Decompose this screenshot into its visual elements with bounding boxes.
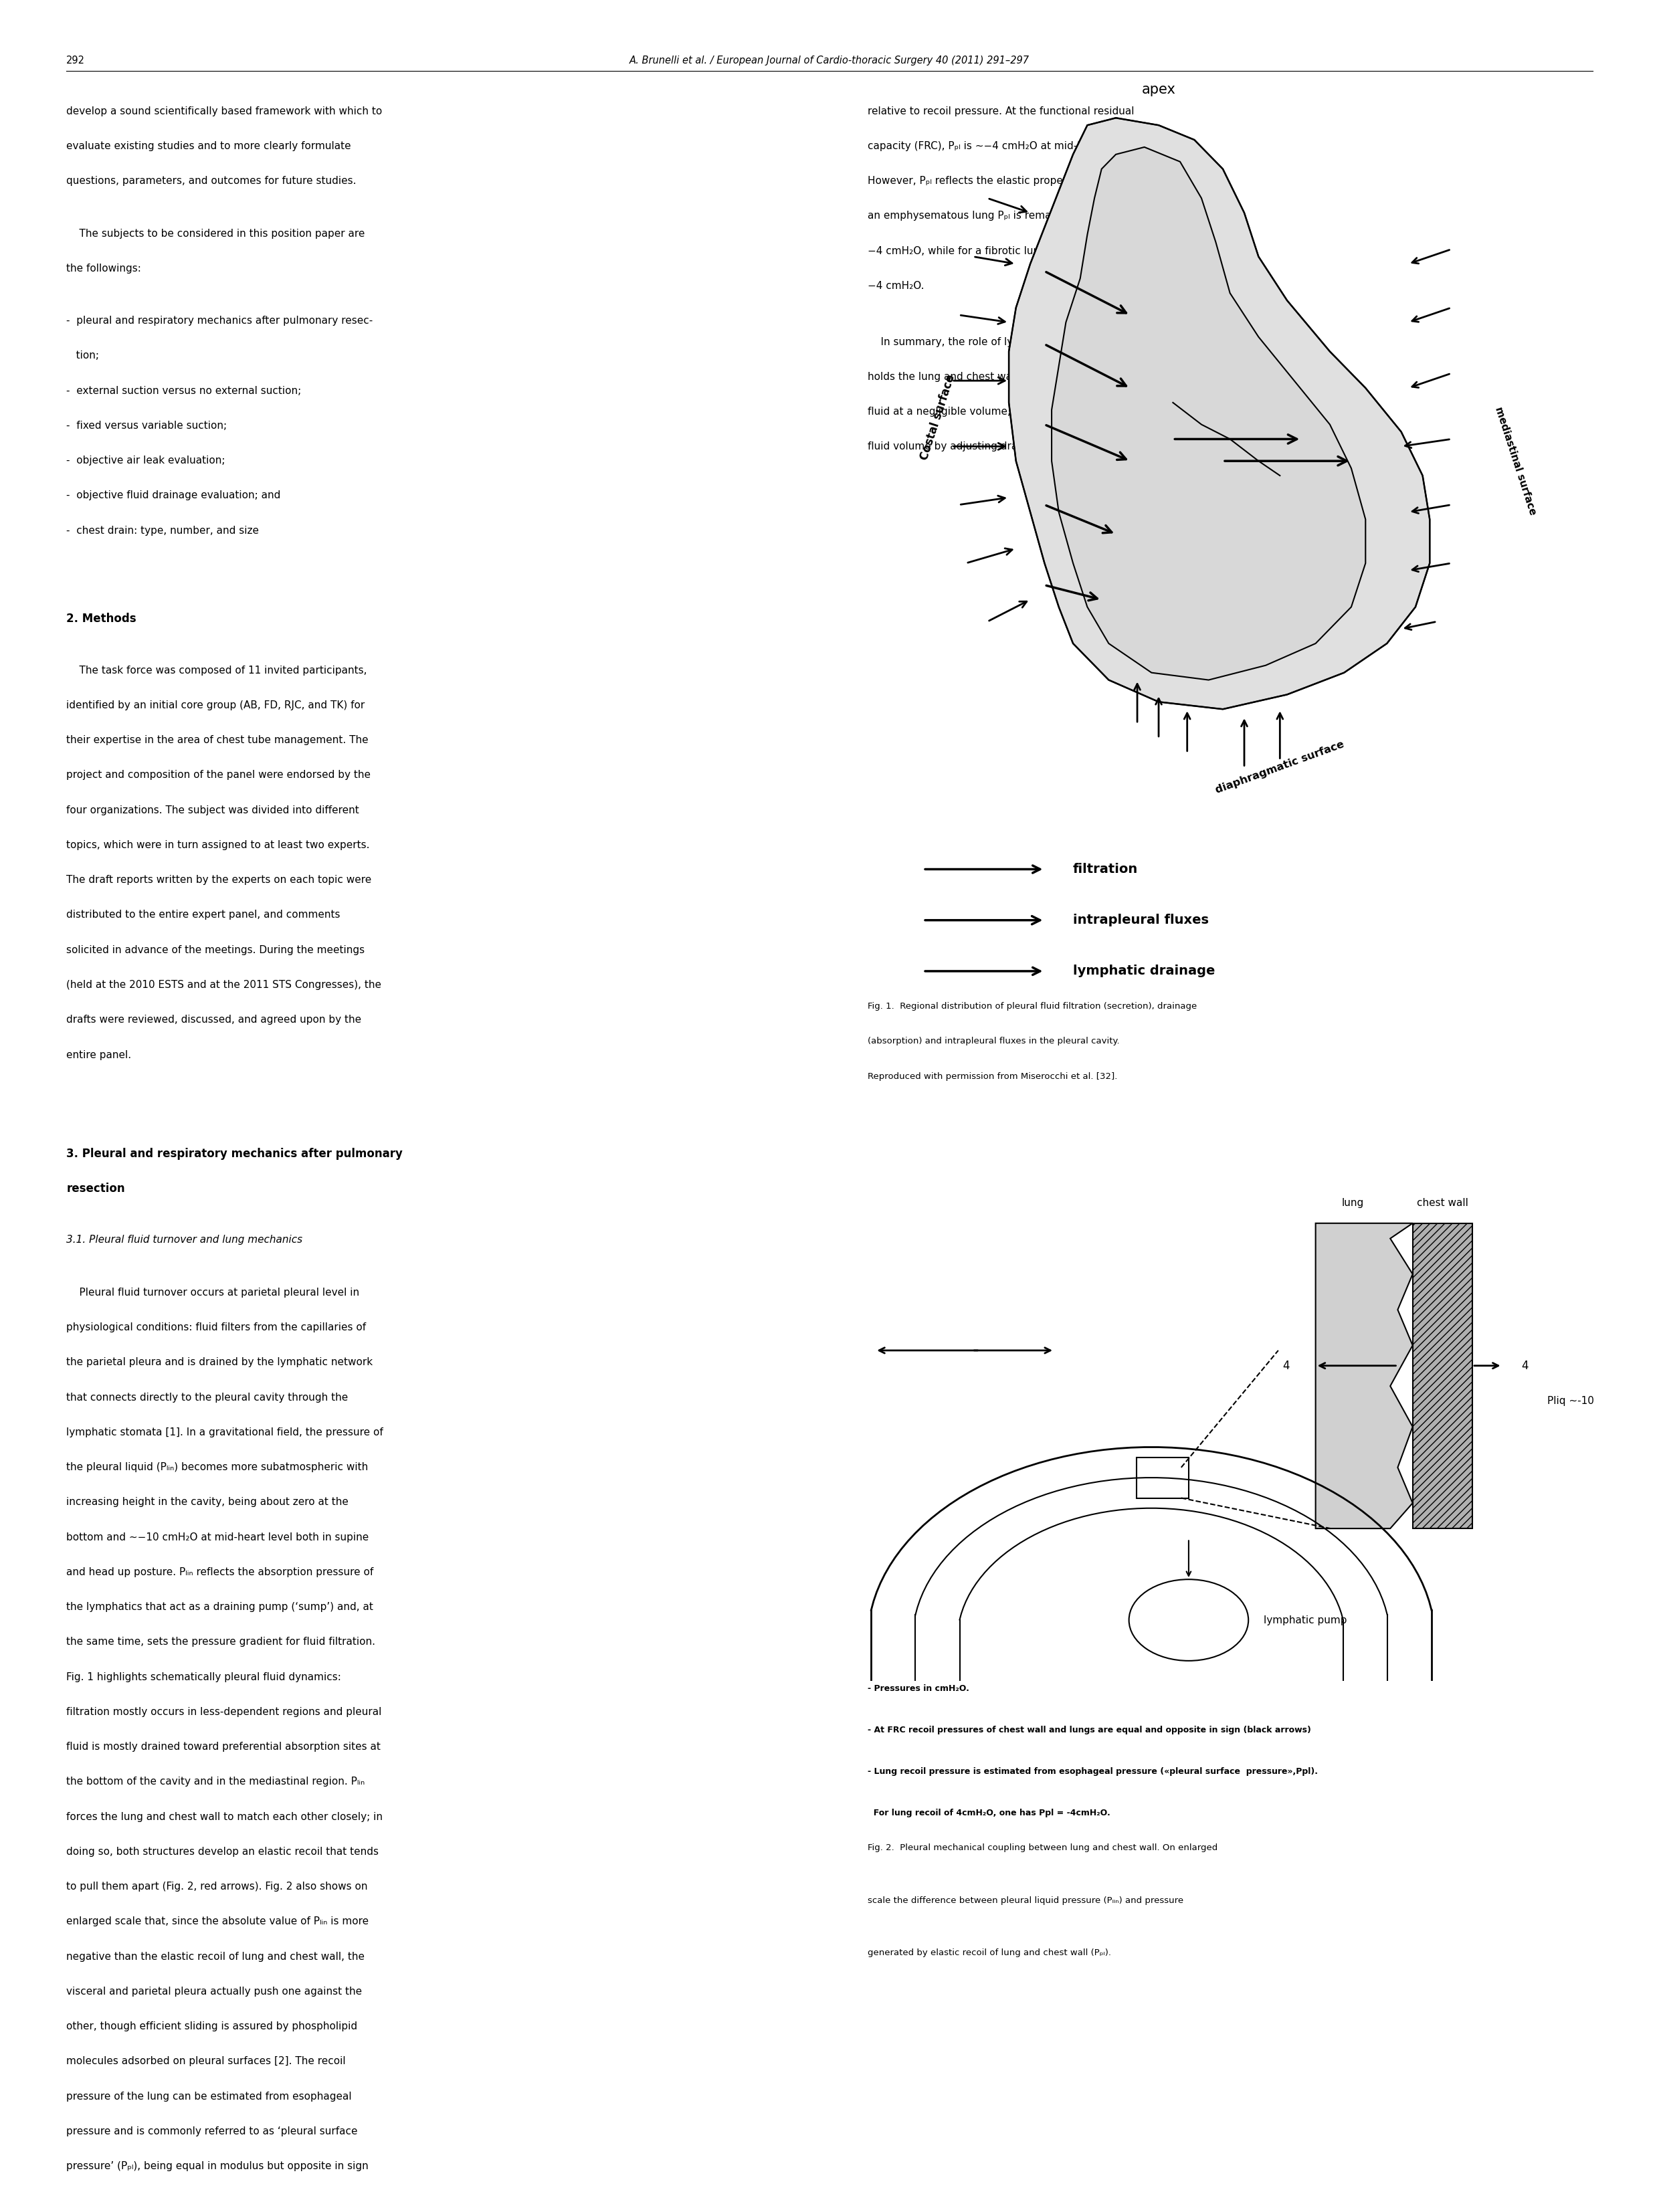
Text: the lymphatics that act as a draining pump (‘sump’) and, at: the lymphatics that act as a draining pu…: [66, 1601, 373, 1613]
Text: fluid at a negligible volume, (3) act as regulators of pleural: fluid at a negligible volume, (3) act as…: [868, 407, 1170, 416]
Text: The task force was composed of 11 invited participants,: The task force was composed of 11 invite…: [66, 666, 367, 675]
Text: holds the lung and chest wall together, (2) maintain pleural: holds the lung and chest wall together, …: [868, 372, 1173, 383]
Text: 4: 4: [1521, 1360, 1528, 1371]
Text: fluid is mostly drained toward preferential absorption sites at: fluid is mostly drained toward preferent…: [66, 1741, 380, 1752]
Text: relative to recoil pressure. At the functional residual: relative to recoil pressure. At the func…: [868, 106, 1135, 117]
Text: For lung recoil of 4cmH₂O, one has Ppl = -4cmH₂O.: For lung recoil of 4cmH₂O, one has Ppl =…: [868, 1809, 1110, 1818]
Text: other, though efficient sliding is assured by phospholipid: other, though efficient sliding is assur…: [66, 2022, 357, 2031]
Text: four organizations. The subject was divided into different: four organizations. The subject was divi…: [66, 805, 360, 816]
Text: the same time, sets the pressure gradient for fluid filtration.: the same time, sets the pressure gradien…: [66, 1637, 375, 1648]
Text: intrapleural fluxes: intrapleural fluxes: [1073, 914, 1209, 927]
Text: lymphatic drainage: lymphatic drainage: [1073, 964, 1214, 978]
Text: develop a sound scientifically based framework with which to: develop a sound scientifically based fra…: [66, 106, 382, 117]
Text: Fig. 1.  Regional distribution of pleural fluid filtration (secretion), drainage: Fig. 1. Regional distribution of pleural…: [868, 1002, 1196, 1011]
Bar: [1413, 1223, 1473, 1528]
Text: - Pressures in cmH₂O.: - Pressures in cmH₂O.: [868, 1683, 969, 1692]
Text: resection: resection: [66, 1183, 124, 1194]
Text: apex: apex: [1141, 82, 1176, 95]
Text: lung: lung: [1342, 1199, 1364, 1208]
Text: the bottom of the cavity and in the mediastinal region. Pₗᵢₙ: the bottom of the cavity and in the medi…: [66, 1776, 365, 1787]
Text: doing so, both structures develop an elastic recoil that tends: doing so, both structures develop an ela…: [66, 1847, 378, 1856]
Text: −4 cmH₂O, while for a fibrotic lung it is more negative than: −4 cmH₂O, while for a fibrotic lung it i…: [868, 246, 1173, 257]
Text: -  pleural and respiratory mechanics after pulmonary resec-: - pleural and respiratory mechanics afte…: [66, 316, 373, 325]
Text: 3.1. Pleural fluid turnover and lung mechanics: 3.1. Pleural fluid turnover and lung mec…: [66, 1234, 302, 1245]
Text: lymphatic stomata [1]. In a gravitational field, the pressure of: lymphatic stomata [1]. In a gravitationa…: [66, 1427, 383, 1438]
Text: 4: 4: [1282, 1360, 1289, 1371]
Text: - At FRC recoil pressures of chest wall and lungs are equal and opposite in sign: - At FRC recoil pressures of chest wall …: [868, 1725, 1311, 1734]
Text: -  chest drain: type, number, and size: - chest drain: type, number, and size: [66, 526, 259, 535]
Text: The subjects to be considered in this position paper are: The subjects to be considered in this po…: [66, 228, 365, 239]
Text: The draft reports written by the experts on each topic were: The draft reports written by the experts…: [66, 876, 372, 885]
Text: Pliq ~-10: Pliq ~-10: [1548, 1396, 1594, 1407]
Text: 2. Methods: 2. Methods: [66, 613, 136, 626]
Text: an emphysematous lung Pₚₗ is remarkably less negative than: an emphysematous lung Pₚₗ is remarkably …: [868, 210, 1181, 221]
Text: distributed to the entire expert panel, and comments: distributed to the entire expert panel, …: [66, 909, 340, 920]
Text: Reproduced with permission from Miserocchi et al. [32].: Reproduced with permission from Miserocc…: [868, 1073, 1118, 1082]
Text: increasing height in the cavity, being about zero at the: increasing height in the cavity, being a…: [66, 1498, 348, 1506]
Text: A. Brunelli et al. / European Journal of Cardio-thoracic Surgery 40 (2011) 291–2: A. Brunelli et al. / European Journal of…: [629, 55, 1030, 66]
Text: tion;: tion;: [66, 352, 100, 361]
Text: enlarged scale that, since the absolute value of Pₗᵢₙ is more: enlarged scale that, since the absolute …: [66, 1916, 368, 1927]
Text: lymphatic pump: lymphatic pump: [1264, 1615, 1347, 1626]
Text: -  objective fluid drainage evaluation; and: - objective fluid drainage evaluation; a…: [66, 491, 280, 500]
Text: −4 cmH₂O.: −4 cmH₂O.: [868, 281, 924, 292]
Text: the pleural liquid (Pₗᵢₙ) becomes more subatmospheric with: the pleural liquid (Pₗᵢₙ) becomes more s…: [66, 1462, 368, 1473]
Text: visceral and parietal pleura actually push one against the: visceral and parietal pleura actually pu…: [66, 1986, 362, 1997]
Text: pressure’ (Pₚₗ), being equal in modulus but opposite in sign: pressure’ (Pₚₗ), being equal in modulus …: [66, 2161, 368, 2172]
Text: topics, which were in turn assigned to at least two experts.: topics, which were in turn assigned to a…: [66, 841, 370, 849]
Text: the followings:: the followings:: [66, 263, 141, 274]
Text: generated by elastic recoil of lung and chest wall (Pₚₗ).: generated by elastic recoil of lung and …: [868, 1949, 1112, 1958]
Text: Fig. 2.  Pleural mechanical coupling between lung and chest wall. On enlarged: Fig. 2. Pleural mechanical coupling betw…: [868, 1843, 1218, 1851]
Text: pressure of the lung can be estimated from esophageal: pressure of the lung can be estimated fr…: [66, 2090, 352, 2101]
Polygon shape: [1009, 117, 1430, 710]
Text: negative than the elastic recoil of lung and chest wall, the: negative than the elastic recoil of lung…: [66, 1951, 365, 1962]
Text: bottom and ∼−10 cmH₂O at mid-heart level both in supine: bottom and ∼−10 cmH₂O at mid-heart level…: [66, 1533, 368, 1542]
Text: that connects directly to the pleural cavity through the: that connects directly to the pleural ca…: [66, 1391, 348, 1402]
Text: -  objective air leak evaluation;: - objective air leak evaluation;: [66, 456, 226, 467]
Text: entire panel.: entire panel.: [66, 1051, 131, 1060]
Text: Fig. 1 highlights schematically pleural fluid dynamics:: Fig. 1 highlights schematically pleural …: [66, 1672, 342, 1681]
Text: capacity (FRC), Pₚₗ is ∼−4 cmH₂O at mid-heart level.: capacity (FRC), Pₚₗ is ∼−4 cmH₂O at mid-…: [868, 142, 1135, 150]
Text: mediastinal surface: mediastinal surface: [1493, 405, 1538, 515]
Text: solicited in advance of the meetings. During the meetings: solicited in advance of the meetings. Du…: [66, 945, 365, 956]
Text: drafts were reviewed, discussed, and agreed upon by the: drafts were reviewed, discussed, and agr…: [66, 1015, 362, 1024]
Polygon shape: [1316, 1223, 1413, 1528]
Text: their expertise in the area of chest tube management. The: their expertise in the area of chest tub…: [66, 734, 368, 745]
Text: -  fixed versus variable suction;: - fixed versus variable suction;: [66, 420, 227, 431]
Text: identified by an initial core group (AB, FD, RJC, and TK) for: identified by an initial core group (AB,…: [66, 701, 365, 710]
Bar: [1136, 1458, 1190, 1498]
Text: diaphragmatic surface: diaphragmatic surface: [1214, 739, 1345, 796]
Text: (absorption) and intrapleural fluxes in the pleural cavity.: (absorption) and intrapleural fluxes in …: [868, 1037, 1120, 1046]
Text: project and composition of the panel were endorsed by the: project and composition of the panel wer…: [66, 770, 370, 781]
Text: filtration mostly occurs in less-dependent regions and pleural: filtration mostly occurs in less-depende…: [66, 1708, 382, 1717]
Text: physiological conditions: fluid filters from the capillaries of: physiological conditions: fluid filters …: [66, 1323, 367, 1332]
Text: filtration: filtration: [1073, 863, 1138, 876]
Text: questions, parameters, and outcomes for future studies.: questions, parameters, and outcomes for …: [66, 177, 357, 186]
Text: -  external suction versus no external suction;: - external suction versus no external su…: [66, 385, 302, 396]
Text: 3. Pleural and respiratory mechanics after pulmonary: 3. Pleural and respiratory mechanics aft…: [66, 1148, 403, 1159]
Text: (held at the 2010 ESTS and at the 2011 STS Congresses), the: (held at the 2010 ESTS and at the 2011 S…: [66, 980, 382, 991]
Text: forces the lung and chest wall to match each other closely; in: forces the lung and chest wall to match …: [66, 1812, 383, 1823]
Text: 292: 292: [66, 55, 85, 66]
Text: the parietal pleura and is drained by the lymphatic network: the parietal pleura and is drained by th…: [66, 1358, 373, 1367]
Text: Costal surface: Costal surface: [917, 374, 957, 462]
Text: molecules adsorbed on pleural surfaces [2]. The recoil: molecules adsorbed on pleural surfaces […: [66, 2057, 345, 2066]
Text: chest wall: chest wall: [1417, 1199, 1468, 1208]
Text: Pleural fluid turnover occurs at parietal pleural level in: Pleural fluid turnover occurs at parieta…: [66, 1287, 360, 1298]
Text: pressure and is commonly referred to as ‘pleural surface: pressure and is commonly referred to as …: [66, 2126, 358, 2137]
Text: fluid volume by adjusting draining flow to match increased: fluid volume by adjusting draining flow …: [868, 442, 1170, 451]
Text: However, Pₚₗ reflects the elastic properties of the lung; for: However, Pₚₗ reflects the elastic proper…: [868, 177, 1165, 186]
Text: - Lung recoil pressure is estimated from esophageal pressure («pleural surface  : - Lung recoil pressure is estimated from…: [868, 1767, 1317, 1776]
Polygon shape: [1052, 146, 1365, 679]
Text: and head up posture. Pₗᵢₙ reflects the absorption pressure of: and head up posture. Pₗᵢₙ reflects the a…: [66, 1566, 373, 1577]
Text: to pull them apart (Fig. 2, red arrows). Fig. 2 also shows on: to pull them apart (Fig. 2, red arrows).…: [66, 1882, 368, 1891]
Text: scale the difference between pleural liquid pressure (Pₗᵢₙ) and pressure: scale the difference between pleural liq…: [868, 1896, 1183, 1905]
Text: evaluate existing studies and to more clearly formulate: evaluate existing studies and to more cl…: [66, 142, 352, 150]
Text: In summary, the role of lymphatics is to: (1) set a Pₗᵢₙ that: In summary, the role of lymphatics is to…: [868, 336, 1176, 347]
